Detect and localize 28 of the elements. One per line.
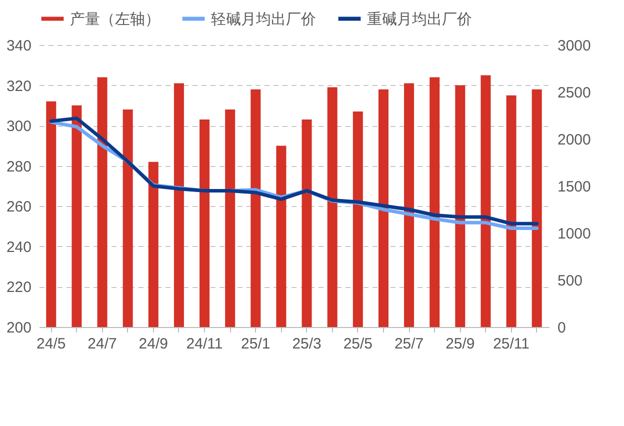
y2-tick-label: 500: [558, 272, 583, 290]
y2-tick-label: 0: [558, 320, 566, 336]
x-tick-label: 25/7: [394, 336, 424, 352]
x-tick-label: 24/5: [36, 336, 66, 352]
x-tick-label: 24/7: [88, 336, 117, 352]
x-tick-label: 24/9: [138, 336, 168, 352]
y-tick-label: 280: [6, 158, 32, 176]
y-tick-label: 340: [6, 38, 32, 54]
y-tick-label: 260: [6, 198, 32, 216]
legend-label: 产量（左轴）: [70, 10, 160, 28]
x-tick-label: 24/11: [186, 336, 223, 352]
y-tick-label: 220: [6, 279, 32, 296]
legend-label: 重碱月均出厂价: [367, 10, 472, 28]
y-tick-label: 200: [6, 320, 32, 336]
x-tick-label: 25/9: [446, 336, 475, 352]
y2-tick-label: 1000: [558, 226, 591, 242]
legend-label: 轻碱月均出厂价: [211, 10, 316, 28]
x-tick-label: 25/1: [241, 336, 270, 352]
y-tick-label: 240: [6, 238, 32, 256]
x-tick-label: 25/3: [292, 336, 322, 352]
y2-tick-label: 2000: [558, 132, 591, 148]
y2-tick-label: 2500: [558, 84, 591, 102]
y-tick-label: 300: [6, 118, 32, 136]
x-tick-label: 25/11: [493, 336, 530, 352]
x-tick-label: 25/5: [343, 336, 373, 352]
y2-tick-label: 3000: [558, 38, 591, 54]
y2-tick-label: 1500: [558, 178, 591, 196]
y-tick-label: 320: [6, 78, 32, 95]
